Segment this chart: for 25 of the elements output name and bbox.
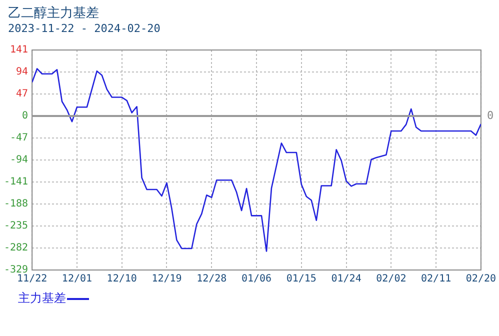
- y-tick-label: 141: [10, 44, 28, 56]
- y-tick-label: 47: [16, 88, 28, 100]
- x-tick-label: 02/11: [421, 274, 452, 285]
- y-tick-label: 0: [22, 110, 28, 122]
- x-tick-label: 12/01: [62, 274, 92, 285]
- y-tick-label: -235: [4, 220, 28, 232]
- ref-line-label: 0: [486, 108, 494, 122]
- y-tick-label: -188: [4, 198, 28, 210]
- x-tick-label: 01/15: [286, 274, 316, 285]
- x-tick-label: 02/20: [466, 274, 496, 285]
- x-tick-label: 01/06: [241, 274, 272, 285]
- x-tick-label: 12/19: [152, 274, 182, 285]
- x-tick-label: 12/10: [106, 274, 137, 285]
- y-tick-label: -47: [10, 132, 28, 144]
- y-tick-label: -141: [4, 176, 28, 188]
- y-tick-label: -94: [10, 154, 28, 166]
- x-tick-label: 11/22: [17, 274, 48, 285]
- x-tick-label: 02/02: [376, 274, 406, 285]
- chart-subtitle: 2023-11-22 - 2024-02-20: [8, 22, 160, 35]
- y-tick-label: 94: [16, 66, 28, 78]
- y-tick-label: -282: [4, 242, 28, 254]
- x-tick-label: 12/28: [196, 274, 227, 285]
- legend-label: 主力基差: [18, 290, 66, 307]
- x-tick-label: 01/24: [331, 274, 362, 285]
- chart-title: 乙二醇主力基差: [8, 5, 99, 22]
